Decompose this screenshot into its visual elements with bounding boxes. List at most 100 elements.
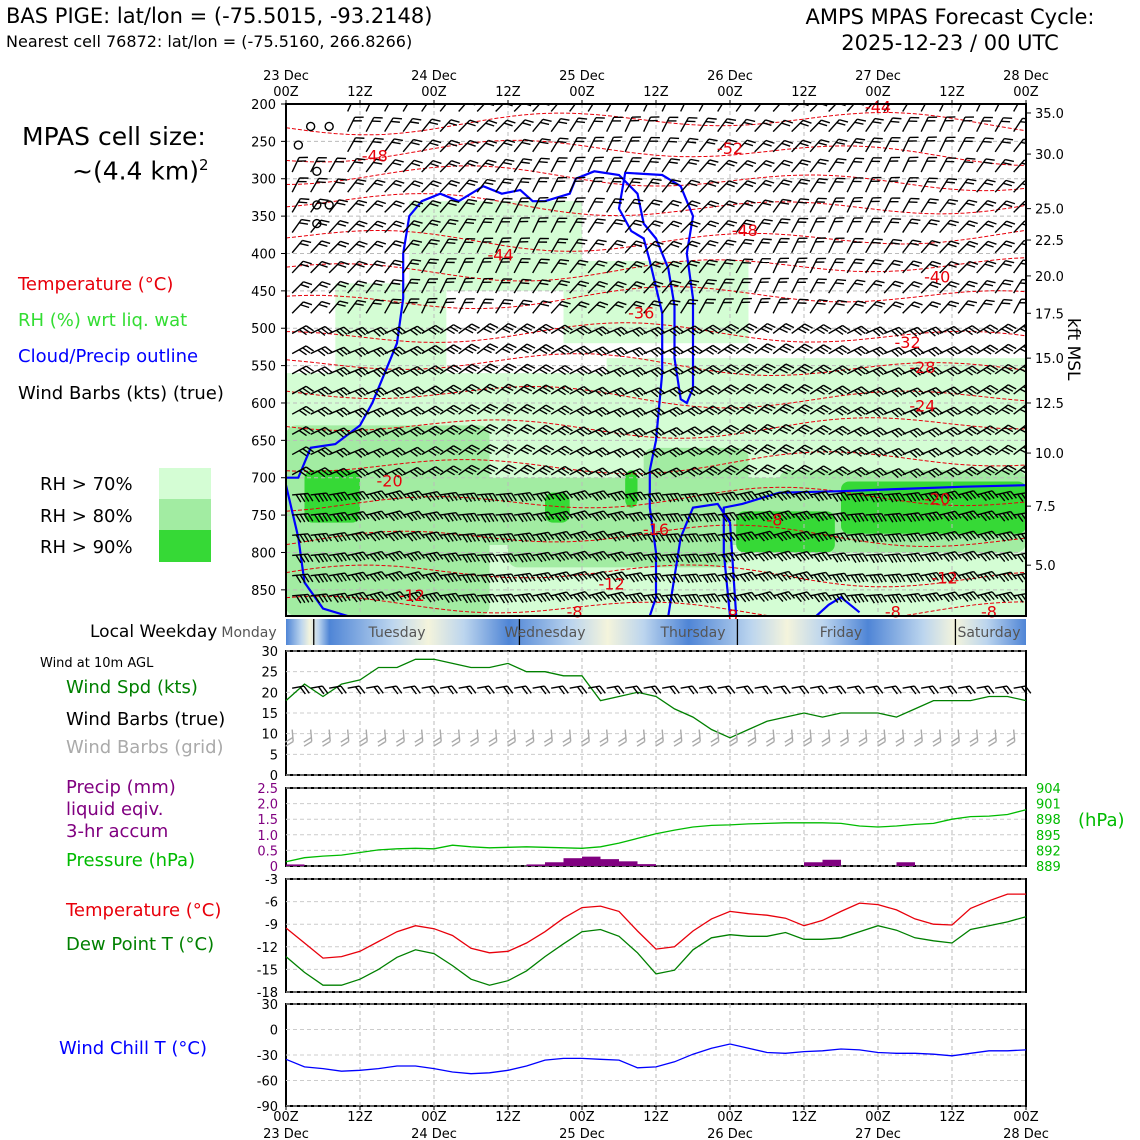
- barb-flag: [765, 96, 774, 104]
- barb-flag: [319, 198, 329, 202]
- barb-staff: [735, 139, 748, 153]
- barb-flag: [707, 94, 716, 101]
- barb-staff: [791, 104, 804, 112]
- barb-staff: [402, 200, 415, 213]
- wind-barb: [347, 199, 368, 213]
- barb-flag: [967, 178, 977, 182]
- barb-flag: [448, 182, 458, 187]
- temperature-contour-line: [286, 111, 1026, 136]
- barb-flag: [465, 202, 475, 206]
- wind-barb: [365, 179, 386, 193]
- barb-flag: [1002, 94, 1011, 101]
- wind-barb: [532, 177, 549, 193]
- barb-flag: [414, 200, 424, 205]
- top-day-label: 25 Dec: [559, 69, 605, 84]
- barb-staff: [976, 179, 988, 193]
- barb-flag: [799, 142, 809, 147]
- wind-barb: [846, 137, 866, 153]
- barb-staff: [939, 157, 948, 173]
- barb-flag: [522, 177, 532, 180]
- barb-staff: [365, 179, 378, 193]
- barb-staff: [587, 157, 596, 173]
- wind-barb: [587, 197, 605, 213]
- temperature-contour-label: -8: [885, 602, 901, 621]
- top-day-label: 23 Dec: [263, 69, 309, 84]
- barb-flag: [800, 198, 810, 201]
- temperature-contour-line: [286, 322, 1026, 343]
- wind-barb: [994, 137, 1014, 153]
- barb-flag: [595, 197, 605, 200]
- barb-staff: [661, 117, 670, 132]
- wind-barb: [550, 176, 568, 193]
- barb-flag: [469, 119, 479, 124]
- barb-staff: [458, 119, 471, 133]
- barb-staff: [846, 138, 857, 153]
- wind-barb: [661, 137, 680, 153]
- barb-staff: [421, 118, 433, 133]
- barb-staff: [291, 198, 302, 213]
- temperature-contour-label: -16: [643, 520, 669, 539]
- cloud-outline-path: [286, 170, 695, 616]
- top-hour-label: 00Z: [717, 85, 743, 100]
- barb-flag: [894, 95, 903, 103]
- wind-barb: [828, 157, 847, 173]
- barb-staff: [772, 140, 785, 153]
- barb-staff: [550, 177, 559, 193]
- wind-barb: [939, 157, 957, 173]
- barb-flag: [725, 183, 735, 188]
- pressure-unit-label: (hPa): [1078, 810, 1125, 831]
- barb-flag: [745, 95, 754, 103]
- wind-barb: [643, 157, 661, 173]
- barb-staff: [661, 137, 671, 153]
- barb-flag: [485, 122, 495, 127]
- barb-flag: [451, 160, 461, 165]
- barb-flag: [320, 219, 330, 223]
- barb-flag: [945, 160, 955, 163]
- barb-staff: [902, 177, 911, 193]
- barb-flag: [557, 140, 567, 144]
- barb-staff: [624, 157, 634, 173]
- wind-barb: [994, 117, 1013, 133]
- barb-staff: [587, 137, 596, 153]
- barb-staff: [532, 118, 544, 133]
- barb-flag: [316, 160, 326, 163]
- wind-barb: [828, 119, 849, 133]
- barb-flag: [615, 94, 624, 101]
- barb-flag: [691, 179, 701, 184]
- barb-staff: [772, 159, 785, 173]
- wind-barb: [365, 200, 387, 213]
- barb-staff: [754, 179, 767, 193]
- barb-flag: [669, 93, 678, 100]
- barb-staff: [994, 159, 1006, 173]
- wind-barb: [495, 139, 516, 153]
- barb-flag: [964, 161, 974, 164]
- wind-barb: [680, 200, 701, 213]
- barb-flag: [707, 203, 717, 208]
- barb-flag: [688, 94, 697, 101]
- barb-flag: [965, 181, 975, 185]
- barb-flag: [1003, 117, 1013, 120]
- barb-flag: [834, 181, 844, 183]
- barb-flag: [965, 93, 974, 100]
- forecast-cycle-title: AMPS MPAS Forecast Cycle: 2025-12-23 / 0…: [780, 4, 1120, 56]
- barb-flag: [1023, 138, 1026, 142]
- barb-flag: [784, 119, 794, 124]
- barb-flag: [1021, 182, 1026, 188]
- barb-flag: [727, 138, 737, 143]
- barb-staff: [476, 104, 489, 112]
- barb-flag: [688, 203, 698, 208]
- barb-staff: [291, 177, 301, 193]
- barb-staff: [791, 178, 802, 193]
- barb-staff: [587, 117, 597, 132]
- barb-flag: [963, 140, 973, 143]
- barb-flag: [944, 140, 954, 142]
- barb-flag: [1003, 182, 1013, 187]
- barb-flag: [873, 137, 883, 140]
- barb-staff: [439, 219, 451, 233]
- wind-barb: [495, 119, 516, 133]
- top-hour-label: 00Z: [865, 85, 891, 100]
- barb-staff: [957, 199, 969, 213]
- barb-staff: [384, 220, 397, 234]
- barb-staff: [532, 177, 541, 193]
- barb-staff: [717, 159, 730, 173]
